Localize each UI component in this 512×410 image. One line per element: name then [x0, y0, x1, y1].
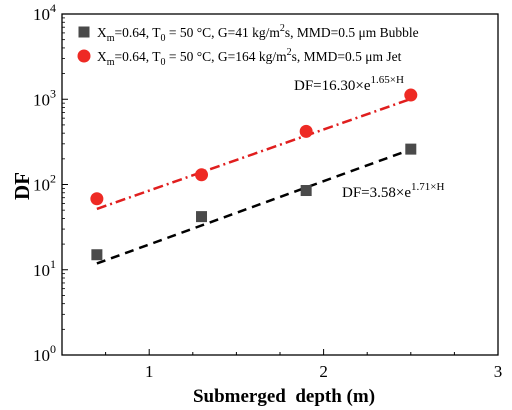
data-markers	[90, 88, 418, 261]
fit-equation-2: DF=16.30×e1.65×H	[294, 74, 404, 94]
x-axis-label: Submerged depth (m)	[193, 386, 375, 407]
data-point-series-2	[195, 168, 209, 182]
axis-ticks: 1 2 3 100 101 102 103 104	[33, 1, 502, 381]
y-tick-label: 104	[33, 1, 56, 24]
legend-label-1: Xm=0.64, T0 = 50 °C, G=41 kg/m2s, MMD=0.…	[97, 23, 419, 44]
fit-equations: DF=3.58×e1.71×H DF=16.30×e1.65×H	[294, 74, 444, 201]
fit-line-1	[96, 148, 412, 265]
data-point-series-1	[91, 249, 103, 261]
y-tick-label: 103	[33, 86, 56, 109]
fit-equation-1: DF=3.58×e1.71×H	[342, 181, 444, 201]
data-point-series-1	[405, 143, 417, 155]
x-tick-label: 2	[319, 362, 328, 381]
legend: Xm=0.64, T0 = 50 °C, G=41 kg/m2s, MMD=0.…	[77, 23, 419, 68]
data-point-series-2	[90, 192, 104, 206]
data-point-series-1	[196, 211, 208, 223]
data-point-series-1	[300, 185, 312, 197]
fit-lines	[96, 97, 412, 265]
legend-marker-circle	[77, 49, 91, 63]
y-axis-label: DF	[10, 172, 34, 200]
y-tick-label: 102	[33, 172, 56, 195]
data-point-series-2	[299, 124, 313, 138]
legend-marker-square	[78, 26, 90, 38]
legend-label-2: Xm=0.64, T0 = 50 °C, G=164 kg/m2s, MMD=0…	[97, 47, 402, 68]
x-tick-label: 1	[145, 362, 154, 381]
y-tick-label: 100	[33, 342, 56, 365]
x-tick-label: 3	[494, 362, 503, 381]
fit-line-2	[96, 97, 412, 211]
data-point-series-2	[404, 88, 418, 102]
y-tick-label: 101	[33, 257, 56, 280]
